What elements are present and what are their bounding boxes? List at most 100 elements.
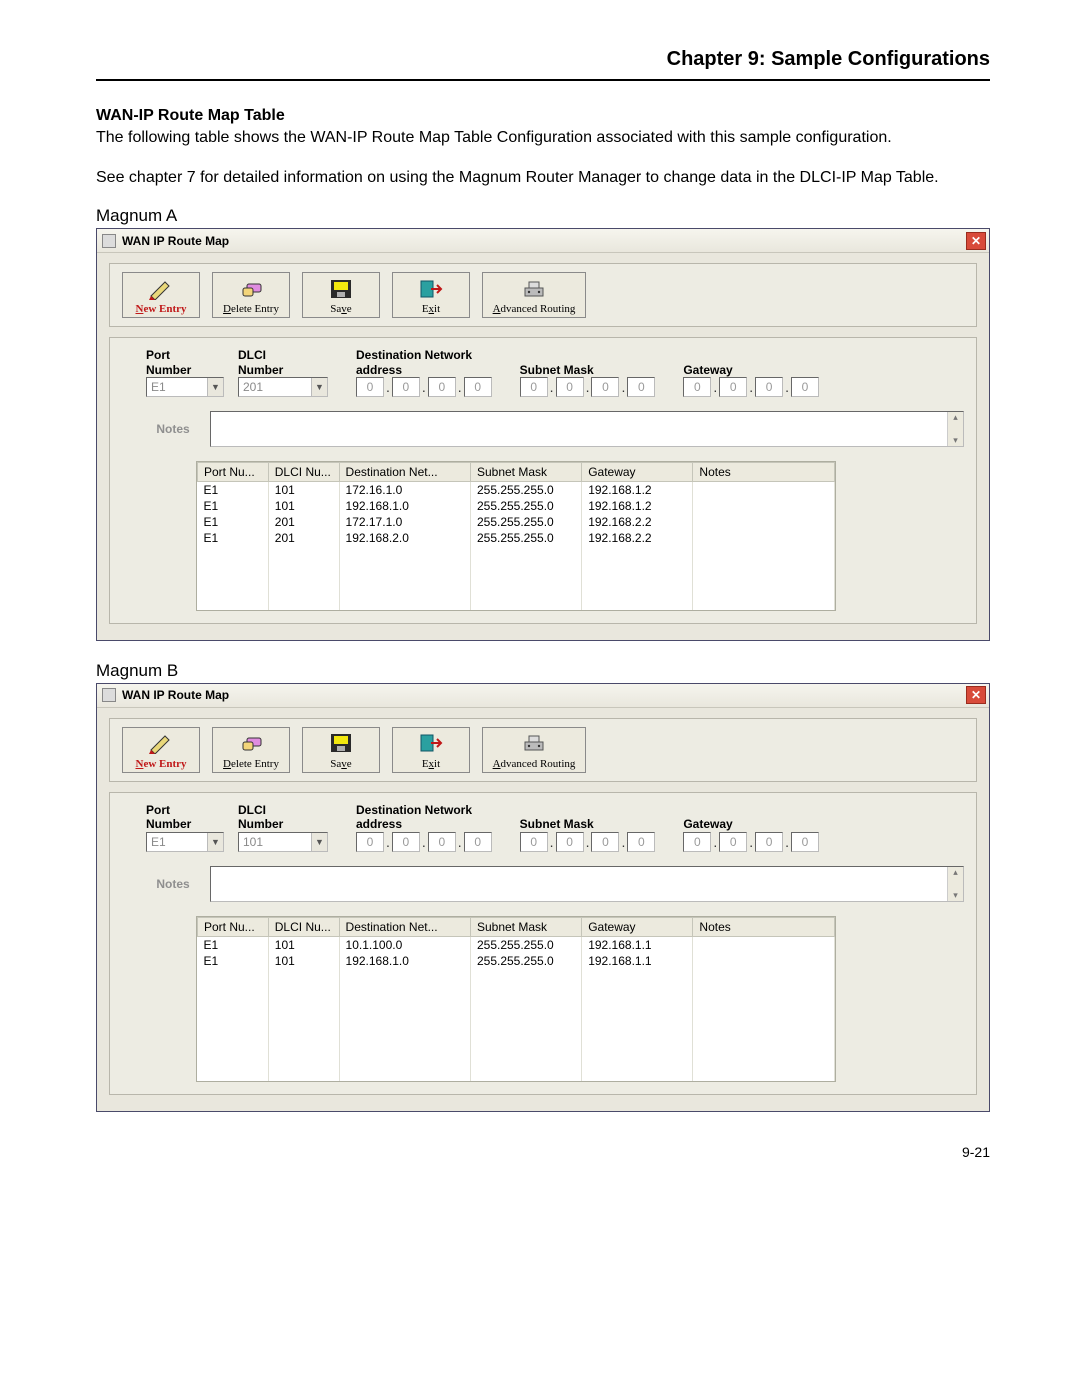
close-button[interactable]: ✕ bbox=[966, 232, 986, 250]
disk-icon bbox=[303, 273, 379, 304]
ip-octet[interactable]: 0 bbox=[683, 832, 711, 852]
exit-button[interactable]: Exit bbox=[392, 272, 470, 318]
ip-dot: . bbox=[384, 832, 392, 852]
window-outer-label: Magnum B bbox=[96, 661, 990, 681]
wan-ip-route-map-window: WAN IP Route Map ✕ New Entry Delete Entr… bbox=[96, 228, 990, 641]
dlci-number-select[interactable]: 101▼ bbox=[238, 832, 328, 852]
table-header[interactable]: Gateway bbox=[582, 462, 693, 481]
route-map-table: Port Nu...DLCI Nu...Destination Net...Su… bbox=[196, 916, 836, 1082]
save-button[interactable]: Save bbox=[302, 272, 380, 318]
dlci-number-select[interactable]: 201▼ bbox=[238, 377, 328, 397]
ip-octet[interactable]: 0 bbox=[791, 832, 819, 852]
ip-octet[interactable]: 0 bbox=[428, 832, 456, 852]
table-row-empty bbox=[198, 1017, 835, 1033]
exit-button[interactable]: Exit bbox=[392, 727, 470, 773]
ip-octet[interactable]: 0 bbox=[719, 832, 747, 852]
ip-octet[interactable]: 0 bbox=[464, 832, 492, 852]
delete-entry-button[interactable]: Delete Entry bbox=[212, 272, 290, 318]
table-row-empty bbox=[198, 985, 835, 1001]
table-cell: 172.16.1.0 bbox=[339, 481, 470, 498]
ip-dot: . bbox=[420, 832, 428, 852]
table-row-empty bbox=[198, 578, 835, 594]
entry-form: PortNumber E1▼ DLCINumber 201▼ Destinati… bbox=[109, 337, 977, 624]
titlebar: WAN IP Route Map ✕ bbox=[97, 229, 989, 253]
ip-octet[interactable]: 0 bbox=[520, 832, 548, 852]
ip-octet[interactable]: 0 bbox=[392, 832, 420, 852]
table-header[interactable]: Notes bbox=[693, 462, 835, 481]
delete-entry-button[interactable]: Delete Entry bbox=[212, 727, 290, 773]
destination-network-label: Destination Networkaddress bbox=[356, 348, 492, 377]
table-header[interactable]: Port Nu... bbox=[198, 462, 269, 481]
port-number-select[interactable]: E1▼ bbox=[146, 377, 224, 397]
table-cell: 192.168.1.1 bbox=[582, 936, 693, 953]
ip-octet[interactable]: 0 bbox=[719, 377, 747, 397]
table-row[interactable]: E1101192.168.1.0255.255.255.0192.168.1.2 bbox=[198, 498, 835, 514]
ip-octet[interactable]: 0 bbox=[755, 832, 783, 852]
ip-octet[interactable]: 0 bbox=[356, 377, 384, 397]
ip-octet[interactable]: 0 bbox=[591, 377, 619, 397]
table-row-empty bbox=[198, 562, 835, 578]
ip-octet[interactable]: 0 bbox=[556, 832, 584, 852]
ip-octet[interactable]: 0 bbox=[591, 832, 619, 852]
ip-octet[interactable]: 0 bbox=[627, 377, 655, 397]
ip-dot: . bbox=[456, 832, 464, 852]
ip-octet[interactable]: 0 bbox=[556, 377, 584, 397]
notes-textarea[interactable]: ▴▾ bbox=[210, 866, 964, 902]
table-row[interactable]: E1201172.17.1.0255.255.255.0192.168.2.2 bbox=[198, 514, 835, 530]
table-row-empty bbox=[198, 969, 835, 985]
table-row-empty bbox=[198, 1033, 835, 1049]
chapter-title: Chapter 9: Sample Configurations bbox=[96, 48, 990, 71]
table-cell: 101 bbox=[268, 498, 339, 514]
table-header[interactable]: Port Nu... bbox=[198, 917, 269, 936]
window-outer-label: Magnum A bbox=[96, 206, 990, 226]
table-row-empty bbox=[198, 1001, 835, 1017]
table-cell bbox=[693, 953, 835, 969]
table-row[interactable]: E1101172.16.1.0255.255.255.0192.168.1.2 bbox=[198, 481, 835, 498]
chevron-down-icon: ▼ bbox=[311, 833, 327, 851]
new-entry-button[interactable]: New Entry bbox=[122, 272, 200, 318]
table-cell: 255.255.255.0 bbox=[470, 514, 581, 530]
table-header[interactable]: Subnet Mask bbox=[470, 462, 581, 481]
table-header[interactable]: Gateway bbox=[582, 917, 693, 936]
ip-octet[interactable]: 0 bbox=[464, 377, 492, 397]
ip-dot: . bbox=[619, 377, 627, 397]
table-header[interactable]: Subnet Mask bbox=[470, 917, 581, 936]
table-row[interactable]: E1201192.168.2.0255.255.255.0192.168.2.2 bbox=[198, 530, 835, 546]
gateway-label: Gateway bbox=[683, 348, 819, 377]
table-header[interactable]: DLCI Nu... bbox=[268, 462, 339, 481]
ip-dot: . bbox=[619, 832, 627, 852]
ip-octet[interactable]: 0 bbox=[627, 832, 655, 852]
notes-textarea[interactable]: ▴▾ bbox=[210, 411, 964, 447]
table-cell: E1 bbox=[198, 953, 269, 969]
ip-octet[interactable]: 0 bbox=[755, 377, 783, 397]
table-header[interactable]: Notes bbox=[693, 917, 835, 936]
table-row[interactable]: E1101192.168.1.0255.255.255.0192.168.1.1 bbox=[198, 953, 835, 969]
ip-dot: . bbox=[711, 832, 719, 852]
destination-network-label: Destination Networkaddress bbox=[356, 803, 492, 832]
table-header[interactable]: DLCI Nu... bbox=[268, 917, 339, 936]
scrollbar[interactable]: ▴▾ bbox=[947, 867, 963, 901]
table-row[interactable]: E110110.1.100.0255.255.255.0192.168.1.1 bbox=[198, 936, 835, 953]
page-number: 9-21 bbox=[96, 1144, 990, 1160]
ip-octet[interactable]: 0 bbox=[428, 377, 456, 397]
entry-form: PortNumber E1▼ DLCINumber 101▼ Destinati… bbox=[109, 792, 977, 1095]
table-header[interactable]: Destination Net... bbox=[339, 462, 470, 481]
save-button[interactable]: Save bbox=[302, 727, 380, 773]
ip-dot: . bbox=[747, 832, 755, 852]
ip-octet[interactable]: 0 bbox=[791, 377, 819, 397]
table-cell: E1 bbox=[198, 936, 269, 953]
ip-octet[interactable]: 0 bbox=[520, 377, 548, 397]
close-button[interactable]: ✕ bbox=[966, 686, 986, 704]
new-entry-button[interactable]: New Entry bbox=[122, 727, 200, 773]
advanced-routing-button[interactable]: Advanced Routing bbox=[482, 272, 586, 318]
ip-octet[interactable]: 0 bbox=[683, 377, 711, 397]
table-header[interactable]: Destination Net... bbox=[339, 917, 470, 936]
scrollbar[interactable]: ▴▾ bbox=[947, 412, 963, 446]
table-cell bbox=[693, 530, 835, 546]
ip-octet[interactable]: 0 bbox=[392, 377, 420, 397]
port-number-select[interactable]: E1▼ bbox=[146, 832, 224, 852]
ip-octet[interactable]: 0 bbox=[356, 832, 384, 852]
advanced-routing-button[interactable]: Advanced Routing bbox=[482, 727, 586, 773]
dlci-number-label: DLCINumber bbox=[238, 348, 328, 377]
ip-dot: . bbox=[747, 377, 755, 397]
